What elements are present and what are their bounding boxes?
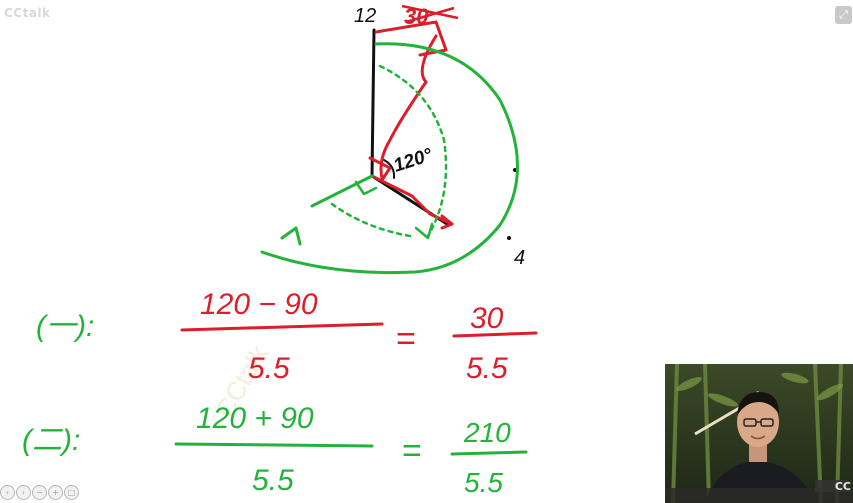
fullscreen-button[interactable]: ⤢ — [835, 6, 852, 24]
green-spoke — [310, 174, 374, 208]
green-annotations — [260, 42, 519, 275]
equation-case-2: (二): 120 + 90 5.5 = 210 5.5 — [22, 402, 528, 498]
bottom-toolbar: ‹ › − + □ — [0, 485, 79, 501]
green-inner-arrowhead — [414, 222, 434, 240]
clock-dot-4 — [507, 236, 511, 240]
case-2-result-denominator: 5.5 — [464, 467, 503, 498]
case-1-result-denominator: 5.5 — [466, 352, 508, 385]
case-1-equals: = — [396, 320, 416, 358]
clock-label-4: 4 — [514, 247, 525, 269]
green-big-arc — [260, 42, 519, 275]
page-icon[interactable]: □ — [64, 485, 79, 500]
case-2-equals: = — [402, 432, 422, 470]
red-top-bracket — [374, 20, 448, 57]
next-icon[interactable]: › — [16, 485, 31, 500]
equation-case-1: (一): 120 − 90 5.5 = 30 5.5 — [36, 288, 538, 385]
expand-icon: ⤢ — [839, 8, 848, 21]
case-2-result-numerator: 210 — [463, 417, 511, 448]
case-2-fraction-bar — [174, 442, 374, 448]
case-2-result-bar — [450, 450, 528, 456]
zoom-out-icon[interactable]: − — [32, 485, 47, 500]
case-2-label: (二): — [22, 424, 80, 457]
green-dashed-inner-arc — [378, 64, 448, 238]
case-1-label: (一): — [36, 310, 94, 343]
cctalk-logo: CCtalk — [4, 6, 51, 20]
teacher-webcam: CC — [665, 364, 853, 503]
angle-label: 120° — [391, 145, 435, 177]
case-1-fraction-bar — [180, 322, 384, 332]
green-dashed-lower-arc — [330, 202, 412, 238]
case-2-denominator: 5.5 — [252, 464, 294, 497]
prev-icon[interactable]: ‹ — [0, 485, 15, 500]
webcam-watermark: CC — [834, 480, 851, 493]
hour-hand-12 — [370, 28, 376, 178]
green-right-angle — [354, 180, 378, 196]
zoom-in-icon[interactable]: + — [48, 485, 63, 500]
red-arrow-head — [440, 214, 454, 230]
red-right-angle — [368, 156, 392, 182]
case-2-numerator: 120 + 90 — [196, 402, 314, 435]
red-wavy-hand — [379, 34, 438, 180]
green-arc-arrowhead — [280, 226, 302, 246]
clock-label-12: 12 — [354, 5, 376, 27]
top-correction-strike — [401, 4, 459, 24]
case-1-denominator: 5.5 — [248, 352, 290, 385]
case-1-result-numerator: 30 — [470, 302, 504, 335]
angle-arc-black — [383, 159, 396, 179]
webcam-frame — [665, 364, 853, 503]
case-1-result-bar — [452, 331, 538, 338]
case-1-numerator: 120 − 90 — [200, 288, 318, 321]
